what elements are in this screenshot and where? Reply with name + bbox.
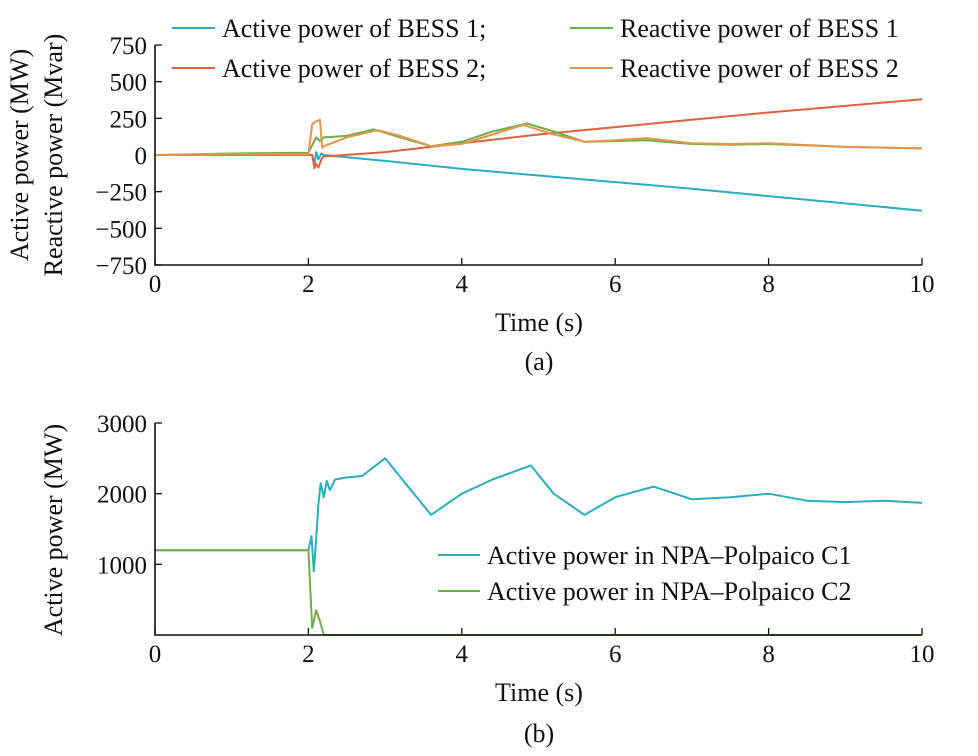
panel-a-series-line-1 <box>155 151 923 212</box>
panel-a-series <box>154 98 923 212</box>
panel-b-caption: (b) <box>524 719 554 748</box>
panel-a-xtick-label: 4 <box>456 271 469 298</box>
panel-b-xtick-label: 10 <box>910 641 935 668</box>
panel-a-xtick-label: 2 <box>302 271 315 298</box>
panel-b-axes <box>154 423 922 636</box>
panel-a-xlabel: Time (s) <box>495 308 583 337</box>
panel-b-x-ticks: 0 2 4 6 8 10 <box>149 628 935 668</box>
panel-b-ylabel: Active power (MW) <box>39 424 68 636</box>
panel-a-xtick-label: 0 <box>149 271 162 298</box>
panel-a-xtick-label: 6 <box>609 271 622 298</box>
panel-a-xtick-label: 8 <box>762 271 775 298</box>
panel-b-series-line-2 <box>155 549 922 636</box>
panel-b-legend: Active power in NPA–Polpaico C1 Active p… <box>438 541 851 606</box>
panel-a-ytick-label: −750 <box>95 253 147 280</box>
panel-b-xtick-label: 8 <box>762 641 775 668</box>
panel-b-xtick-label: 2 <box>302 641 315 668</box>
chart-panel-b: Active power (MW) 3000 2000 1000 0 2 4 6 8 10 T… <box>39 411 935 748</box>
legend-label-c1: Active power in NPA–Polpaico C1 <box>487 541 851 570</box>
panel-a-ylabel-active: Active power (MW) <box>5 49 34 261</box>
legend-label-c2: Active power in NPA–Polpaico C2 <box>487 577 851 606</box>
legend-label-bess2-active: Active power of BESS 2; <box>222 54 486 83</box>
panel-b-series <box>155 457 923 636</box>
chart-panel-a: Active power (MW) Reactive power (Mvar) … <box>5 14 935 376</box>
legend-label-bess1-active: Active power of BESS 1; <box>222 14 486 43</box>
panel-b-y-ticks: 3000 2000 1000 <box>97 411 162 579</box>
panel-a-y-ticks: 750 500 250 0 −250 −500 −750 <box>95 33 162 280</box>
panel-a-series-line-4 <box>154 118 923 156</box>
panel-b-xtick-label: 6 <box>609 641 622 668</box>
panel-a-caption: (a) <box>525 347 554 376</box>
panel-a-ytick-label: 750 <box>110 33 148 60</box>
panel-a-x-ticks: 0 2 4 6 8 10 <box>149 258 935 298</box>
panel-a-xtick-label: 10 <box>910 271 935 298</box>
panel-b-series-line-1 <box>155 457 923 573</box>
panel-b-xtick-label: 0 <box>149 641 162 668</box>
panel-b-ytick-label: 2000 <box>97 482 147 509</box>
panel-b-ytick-label: 3000 <box>97 411 147 438</box>
panel-b-xlabel: Time (s) <box>495 678 583 707</box>
panel-a-ytick-label: 0 <box>135 143 148 170</box>
panel-a-series-line-2 <box>155 98 923 170</box>
legend-label-bess1-reactive: Reactive power of BESS 1 <box>620 14 899 43</box>
panel-a-series-line-3 <box>154 122 923 156</box>
panel-a-legend: Active power of BESS 1; Active power of … <box>172 14 899 83</box>
legend-label-bess2-reactive: Reactive power of BESS 2 <box>620 54 899 83</box>
panel-b-xtick-label: 4 <box>456 641 469 668</box>
panel-a-ytick-label: −500 <box>95 216 147 243</box>
panel-a-ytick-label: −250 <box>95 180 147 207</box>
panel-a-ytick-label: 250 <box>110 106 148 133</box>
panel-a-ylabel-reactive: Reactive power (Mvar) <box>39 34 68 277</box>
panel-a-ytick-label: 500 <box>110 70 148 97</box>
panel-a-axes <box>154 45 922 266</box>
panel-b-ytick-label: 1000 <box>97 552 147 579</box>
